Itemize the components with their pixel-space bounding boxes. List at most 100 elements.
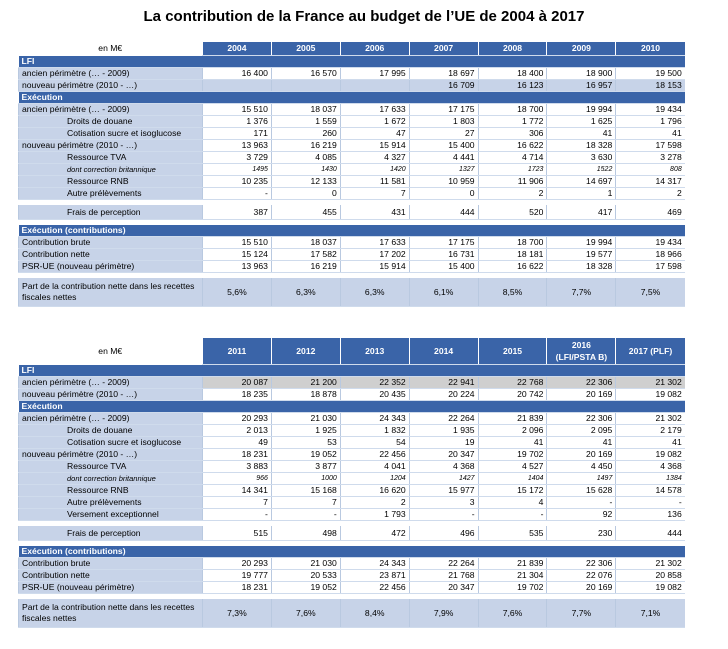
value-cell: 16 620 (339, 484, 410, 497)
value-cell: 21 302 (615, 557, 685, 570)
value-cell: 21 839 (477, 557, 547, 570)
value-cell: 1497 (546, 472, 616, 485)
value-cell: 19 434 (615, 103, 685, 116)
budget-table-2004-2010: en M€ 2004 2005 2006 2007 2008 2009 2010 LFI anci… (18, 42, 685, 307)
value-cell: 19 702 (477, 448, 547, 461)
value-cell: 498 (270, 526, 341, 541)
value-cell: 7,6% (477, 599, 547, 628)
value-cell: 1430 (270, 163, 341, 176)
table-row: dont correction britannique 1495 1430 1420 1… (18, 163, 685, 176)
value-cell: 18 231 (202, 448, 272, 461)
year-header: 2015 (477, 338, 547, 365)
table-row: nouveau périmètre (2010 - …) 16 709 16 123… (18, 79, 685, 92)
value-cell: 2 179 (615, 424, 685, 437)
value-cell: 16 123 (477, 79, 547, 92)
spacer-row (18, 593, 685, 599)
unit-label: en M€ (18, 338, 203, 365)
value-cell: 17 995 (339, 67, 410, 80)
row-label: Part de la contribution nette dans les r… (18, 278, 203, 307)
table-row: Part de la contribution nette dans les r… (18, 599, 685, 628)
value-cell: 1327 (408, 163, 479, 176)
value-cell: 47 (339, 127, 410, 140)
value-cell: 92 (546, 508, 616, 521)
value-cell: 20 169 (546, 448, 616, 461)
table-row: Autre prélèvements -0 7 0 2 1 2 (18, 187, 685, 200)
value-cell: 0 (408, 187, 479, 200)
row-label: ancien périmètre (… - 2009) (18, 103, 203, 116)
value-cell: 15 400 (408, 139, 479, 152)
value-cell: 1 925 (270, 424, 341, 437)
value-cell: 21 768 (408, 569, 479, 582)
row-label: dont correction britannique (18, 163, 203, 176)
value-cell: 20 347 (408, 581, 479, 594)
value-cell: 136 (615, 508, 685, 521)
value-cell: 230 (546, 526, 616, 541)
value-cell: 16 219 (270, 139, 341, 152)
value-cell: 20 533 (270, 569, 341, 582)
table-row: ancien périmètre (… - 2009) 20 293 21 030 2… (18, 412, 685, 425)
value-cell: 17 175 (408, 236, 479, 249)
value-cell: 22 264 (408, 557, 479, 570)
value-cell: 6,3% (270, 278, 341, 307)
value-cell: 20 347 (408, 448, 479, 461)
value-cell: 1420 (339, 163, 410, 176)
value-cell: 20 169 (546, 388, 616, 401)
value-cell: 4 714 (477, 151, 547, 164)
value-cell: 18 153 (615, 79, 685, 92)
year-header: 2004 (202, 42, 272, 56)
row-label: Autre prélèvements (18, 187, 203, 200)
year-header-row: en M€ 2004 2005 2006 2007 2008 2009 2010 (18, 42, 685, 56)
value-cell: - (408, 508, 479, 521)
value-cell: 15 124 (202, 248, 272, 261)
value-cell: 808 (615, 163, 685, 176)
value-cell: 1 935 (408, 424, 479, 437)
section-title: Exécution (contributions) (18, 546, 685, 558)
row-label: Contribution brute (18, 557, 203, 570)
table-row: Ressource TVA 3 729 4 085 4 327 4 441 4 714 3 … (18, 151, 685, 164)
value-cell: 6,3% (339, 278, 410, 307)
value-cell: 15 172 (477, 484, 547, 497)
value-cell: 21 030 (270, 557, 341, 570)
value-cell: 41 (477, 436, 547, 449)
row-label: Contribution nette (18, 569, 203, 582)
value-cell: 20 293 (202, 557, 272, 570)
value-cell: 16 400 (202, 67, 272, 80)
value-cell: 3 877 (270, 460, 341, 473)
value-cell: 1384 (615, 472, 685, 485)
value-cell: 15 510 (202, 236, 272, 249)
value-cell: 20 224 (408, 388, 479, 401)
table-row: PSR-UE (nouveau périmètre) 13 963 16 219 15… (18, 260, 685, 273)
value-cell: 14 697 (546, 175, 616, 188)
value-cell: 17 582 (270, 248, 341, 261)
value-cell: 16 957 (546, 79, 616, 92)
value-cell: 21 200 (270, 376, 341, 389)
year-header: 2006 (339, 42, 410, 56)
value-cell: 4 368 (615, 460, 685, 473)
value-cell: 22 352 (339, 376, 410, 389)
value-cell: 18 900 (546, 67, 616, 80)
spacer-row (18, 520, 685, 526)
value-cell: - (615, 496, 685, 509)
value-cell: 431 (339, 205, 410, 220)
value-cell: 7,3% (202, 599, 272, 628)
value-cell: 14 341 (202, 484, 272, 497)
value-cell: 16 570 (270, 67, 341, 80)
unit-label: en M€ (18, 42, 203, 56)
value-cell: 19 082 (615, 448, 685, 461)
value-cell: 18 966 (615, 248, 685, 261)
row-label: ancien périmètre (… - 2009) (18, 412, 203, 425)
value-cell: 15 914 (339, 139, 410, 152)
value-cell: 18 700 (477, 103, 547, 116)
section-title: LFI (18, 364, 685, 377)
value-cell: 18 181 (477, 248, 547, 261)
row-label: Ressource TVA (18, 460, 203, 473)
table-row: ancien périmètre (… - 2009) 15 510 18 037 1… (18, 103, 685, 116)
value-cell (339, 79, 410, 92)
table-row: nouveau périmètre (2010 - …) 18 235 18 878… (18, 388, 685, 401)
value-cell: 7,9% (408, 599, 479, 628)
table-row: Contribution nette 15 124 17 582 17 202 16 7… (18, 248, 685, 261)
value-cell: 3 630 (546, 151, 616, 164)
row-label: Ressource RNB (18, 484, 203, 497)
value-cell: 49 (202, 436, 272, 449)
value-cell: 1 796 (615, 115, 685, 128)
